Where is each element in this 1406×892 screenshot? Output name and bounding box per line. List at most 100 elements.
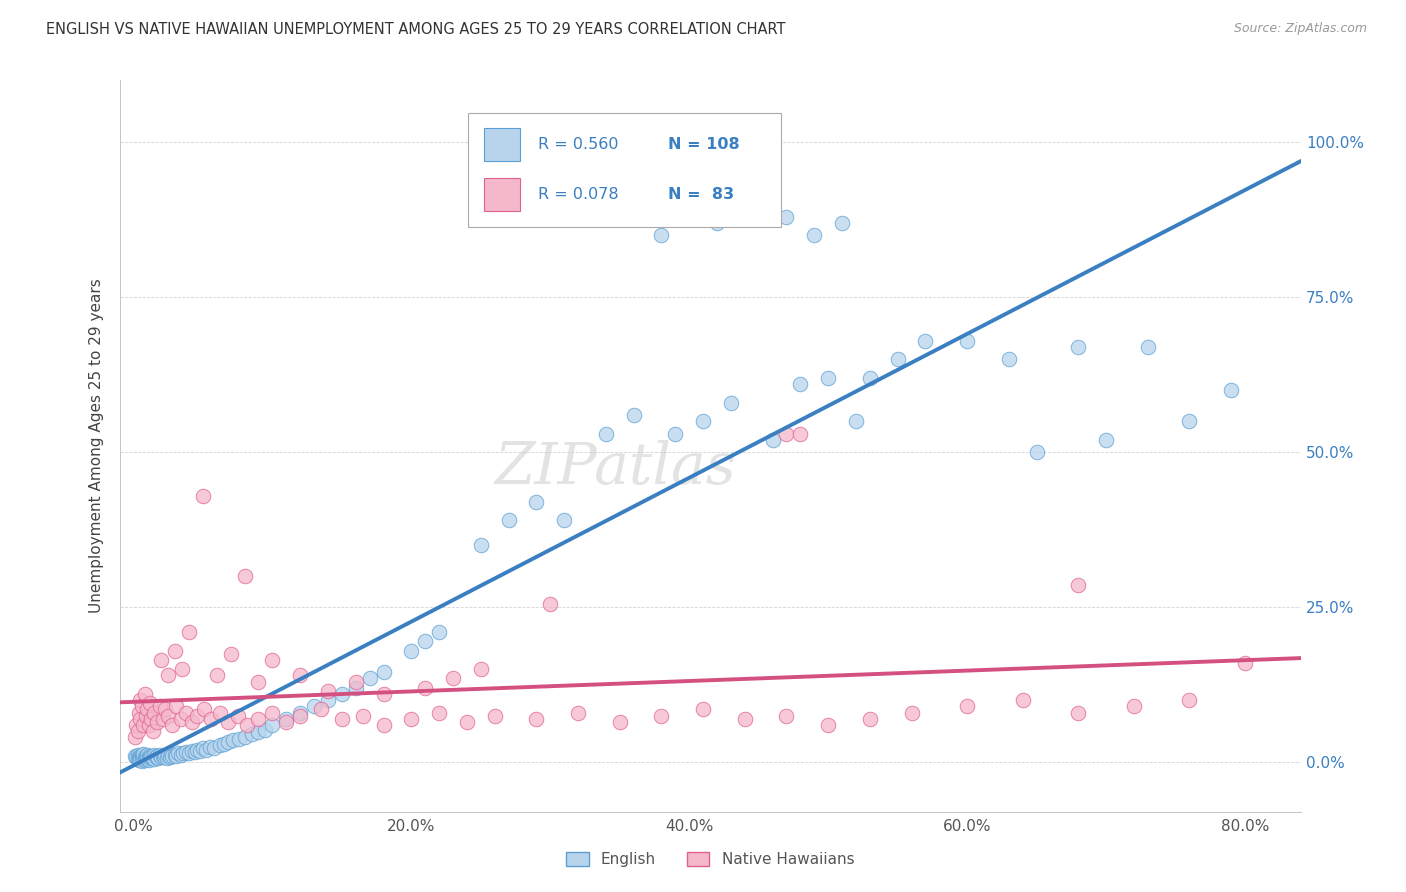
Point	[127, 724, 149, 739]
Point	[217, 735, 239, 749]
Point	[129, 693, 152, 707]
Point	[143, 748, 166, 763]
Point	[1067, 578, 1090, 592]
Point	[131, 748, 153, 763]
Bar	[485, 128, 520, 161]
Point	[157, 708, 180, 723]
Point	[789, 377, 811, 392]
Point	[650, 228, 672, 243]
Point	[316, 683, 339, 698]
Point	[165, 643, 187, 657]
Point	[208, 706, 231, 720]
Point	[124, 731, 146, 745]
Point	[803, 228, 825, 243]
Point	[155, 747, 177, 762]
Point	[134, 750, 156, 764]
Point	[156, 751, 179, 765]
Point	[138, 718, 160, 732]
Point	[188, 744, 211, 758]
Point	[136, 747, 159, 762]
FancyBboxPatch shape	[468, 113, 780, 227]
Point	[143, 752, 166, 766]
Text: N =  83: N = 83	[668, 187, 734, 202]
Point	[692, 414, 714, 428]
Point	[205, 668, 228, 682]
Point	[132, 747, 155, 761]
Point	[180, 744, 202, 758]
Point	[191, 741, 214, 756]
Point	[149, 747, 172, 762]
Point	[142, 724, 165, 739]
Point	[1178, 414, 1201, 428]
Point	[125, 750, 148, 764]
Point	[146, 748, 169, 763]
Point	[138, 750, 160, 764]
Point	[165, 747, 187, 762]
Point	[373, 665, 395, 680]
Point	[127, 752, 149, 766]
Point	[170, 662, 193, 676]
Point	[470, 538, 492, 552]
Point	[553, 513, 575, 527]
Text: N = 108: N = 108	[668, 137, 740, 153]
Point	[219, 647, 242, 661]
Point	[217, 714, 239, 729]
Point	[775, 210, 797, 224]
Point	[956, 699, 979, 714]
Point	[845, 414, 868, 428]
Point	[789, 426, 811, 441]
Point	[157, 668, 180, 682]
Point	[193, 702, 215, 716]
Point	[131, 699, 153, 714]
Point	[609, 714, 631, 729]
Point	[276, 712, 298, 726]
Point	[956, 334, 979, 348]
Point	[149, 699, 172, 714]
Point	[664, 426, 686, 441]
Point	[1067, 706, 1090, 720]
Point	[761, 433, 783, 447]
Point	[734, 203, 756, 218]
Point	[859, 712, 882, 726]
Point	[132, 718, 155, 732]
Point	[1011, 693, 1033, 707]
Point	[162, 718, 184, 732]
Point	[595, 426, 617, 441]
Point	[157, 748, 180, 763]
Point	[262, 718, 284, 732]
Point	[302, 699, 325, 714]
Point	[344, 674, 367, 689]
Point	[132, 752, 155, 766]
Point	[233, 569, 256, 583]
Point	[139, 748, 162, 763]
Point	[344, 681, 367, 695]
Point	[288, 708, 311, 723]
Point	[413, 634, 436, 648]
Point	[138, 753, 160, 767]
Legend: English, Native Hawaiians: English, Native Hawaiians	[560, 847, 860, 873]
Point	[159, 749, 181, 764]
Point	[427, 706, 450, 720]
Point	[316, 693, 339, 707]
Point	[441, 672, 464, 686]
Point	[167, 746, 190, 760]
Point	[247, 712, 270, 726]
Point	[131, 751, 153, 765]
Point	[524, 712, 547, 726]
Point	[141, 749, 163, 764]
Point	[166, 699, 188, 714]
Point	[262, 653, 284, 667]
Point	[143, 706, 166, 720]
Point	[775, 426, 797, 441]
Point	[413, 681, 436, 695]
Point	[202, 741, 225, 756]
Point	[900, 706, 922, 720]
Point	[212, 737, 235, 751]
Point	[567, 706, 589, 720]
Point	[330, 687, 353, 701]
Point	[191, 489, 214, 503]
Point	[160, 747, 183, 761]
Point	[124, 748, 146, 763]
Point	[352, 708, 374, 723]
Point	[247, 725, 270, 739]
